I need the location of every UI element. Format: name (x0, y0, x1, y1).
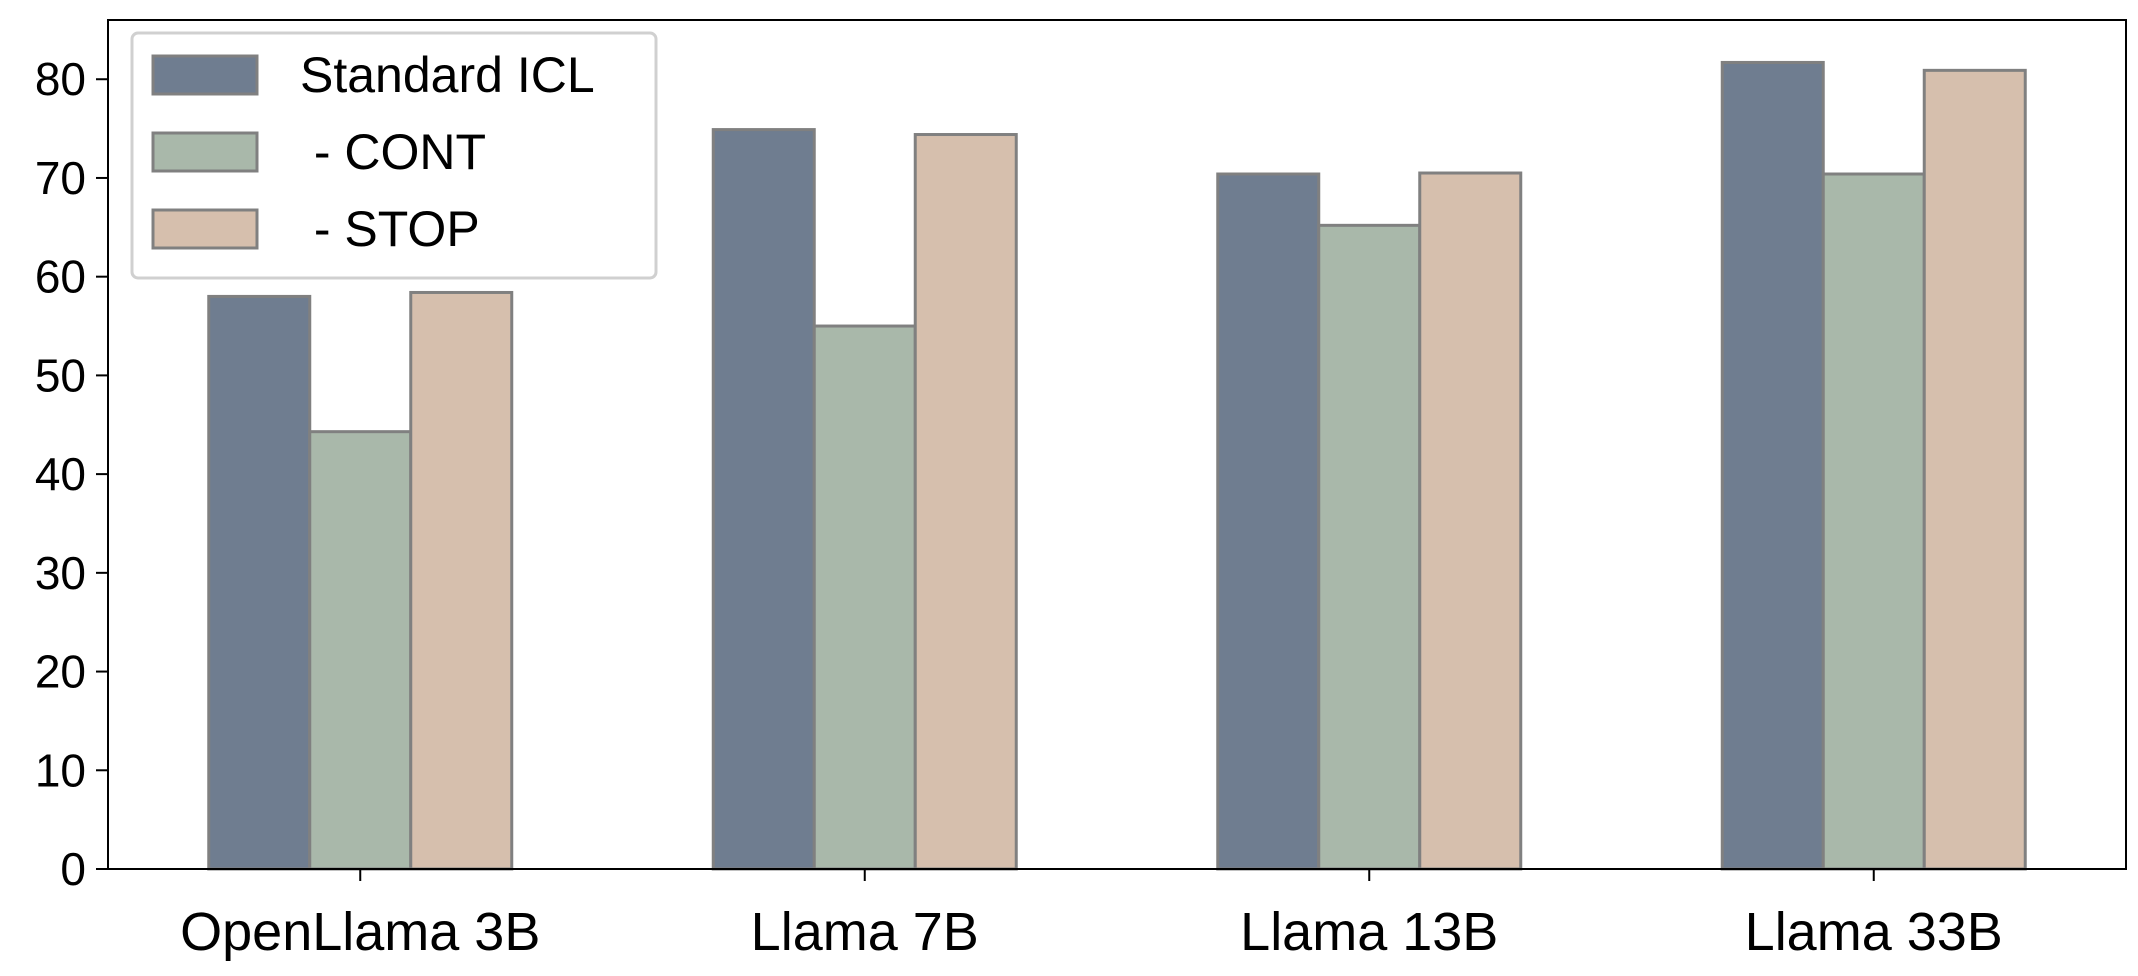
x-tick-label: Llama 33B (1745, 902, 2003, 962)
bar-cont (308, 430, 413, 871)
y-tick-label: 30 (35, 547, 86, 599)
plot-frame (107, 19, 2127, 870)
bar-cont (1821, 172, 1926, 871)
x-tick-label: Llama 13B (1240, 902, 1498, 962)
bar-stop (1922, 68, 2027, 871)
legend-swatch (151, 208, 259, 250)
x-axis: OpenLlama 3B Llama 7B Llama 13B Llama 33B (180, 869, 2003, 962)
legend: Standard ICL - CONT - STOP (130, 31, 658, 280)
bar-stop (409, 290, 514, 871)
legend-label: Standard ICL (300, 47, 595, 103)
y-tick-label: 50 (35, 349, 86, 401)
x-tick-label: OpenLlama 3B (180, 902, 540, 962)
bar-standard-icl (711, 128, 816, 871)
legend-label: - CONT (300, 124, 486, 180)
bar-stop (1418, 171, 1523, 871)
bar-cont (812, 324, 917, 871)
y-tick-label: 40 (35, 448, 86, 500)
bar-standard-icl (207, 294, 312, 871)
y-axis: 0 10 20 30 40 50 60 70 80 (35, 53, 108, 895)
y-tick-label: 70 (35, 152, 86, 204)
legend-swatch (151, 131, 259, 173)
legend-label: - STOP (300, 201, 480, 257)
bar-standard-icl (1720, 60, 1825, 871)
y-tick-label: 60 (35, 251, 86, 303)
bar-cont (1317, 223, 1422, 871)
bar-stop (913, 133, 1018, 871)
y-tick-label: 10 (35, 744, 86, 796)
bars-layer (207, 60, 2027, 871)
y-tick-label: 20 (35, 646, 86, 698)
y-tick-label: 80 (35, 53, 86, 105)
legend-swatch (151, 54, 259, 96)
y-tick-label: 0 (60, 843, 86, 895)
bar-standard-icl (1216, 172, 1321, 871)
x-tick-label: Llama 7B (751, 902, 979, 962)
legend-box (130, 31, 658, 280)
